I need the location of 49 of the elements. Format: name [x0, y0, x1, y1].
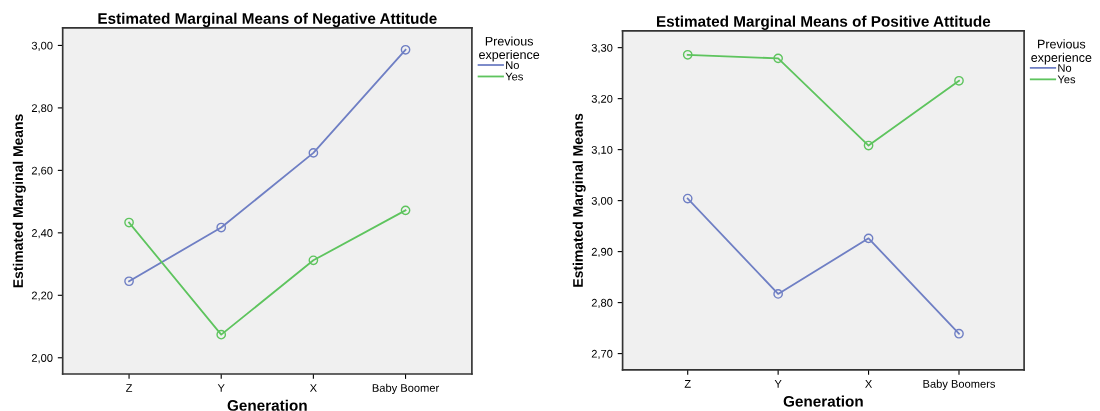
y-axis-title: Estimated Marginal Means: [572, 113, 586, 287]
point: [773, 53, 783, 64]
y-tick-label: 2,20: [31, 291, 53, 301]
y-tick-label: 2,00: [31, 354, 53, 364]
legend-label: Yes: [1057, 75, 1076, 84]
point: [863, 140, 874, 151]
x-axis-title: Generation: [783, 395, 863, 407]
point: [954, 75, 964, 86]
y-tick-label: 2,70: [591, 349, 613, 360]
y-axis-title: Estimated Marginal Means: [12, 114, 26, 288]
point: [773, 289, 783, 299]
point: [124, 276, 134, 287]
y-tick-label: 2,90: [591, 247, 613, 258]
point: [400, 205, 411, 216]
x-tick-label: X: [309, 384, 317, 392]
point: [682, 193, 693, 204]
y-tick-label: 2,60: [31, 166, 53, 176]
legend-title: Previous experience: [479, 36, 540, 62]
x-tick-label: Z: [684, 380, 691, 388]
y-tick-label: 3,30: [591, 43, 613, 54]
y-tick-label: 2,80: [591, 298, 613, 309]
point: [124, 217, 134, 228]
point: [863, 233, 874, 244]
y-tick-label: 3,20: [591, 94, 613, 105]
y-tick-label: 3,10: [591, 145, 613, 156]
x-tick-label: Baby Boomer: [372, 383, 440, 395]
legend-label: No: [1058, 64, 1072, 72]
chart-title: Estimated Marginal Means of Negative Attitude: [98, 12, 437, 28]
point: [216, 222, 227, 233]
chart-title: Estimated Marginal Means of Positive Attitude: [657, 15, 991, 30]
point: [954, 328, 964, 339]
y-tick-label: 3,00: [31, 41, 53, 51]
legend-label: No: [506, 61, 519, 69]
y-tick-label: 3,00: [591, 196, 613, 207]
x-tick-label: X: [865, 380, 873, 388]
x-tick-label: Y: [217, 384, 225, 392]
y-tick-label: 2,40: [31, 229, 53, 239]
legend-label: Yes: [505, 72, 523, 81]
y-tick-label: 2,80: [31, 104, 53, 114]
x-axis-title: Generation: [227, 399, 307, 411]
x-tick-label: Baby Boomers: [923, 379, 996, 390]
point: [308, 255, 319, 266]
point: [682, 49, 693, 60]
point: [400, 44, 411, 55]
point: [216, 329, 227, 340]
x-tick-label: Y: [774, 380, 782, 388]
x-tick-label: Z: [126, 384, 133, 392]
legend-title: Previous experience: [1031, 39, 1092, 65]
point: [308, 148, 319, 158]
